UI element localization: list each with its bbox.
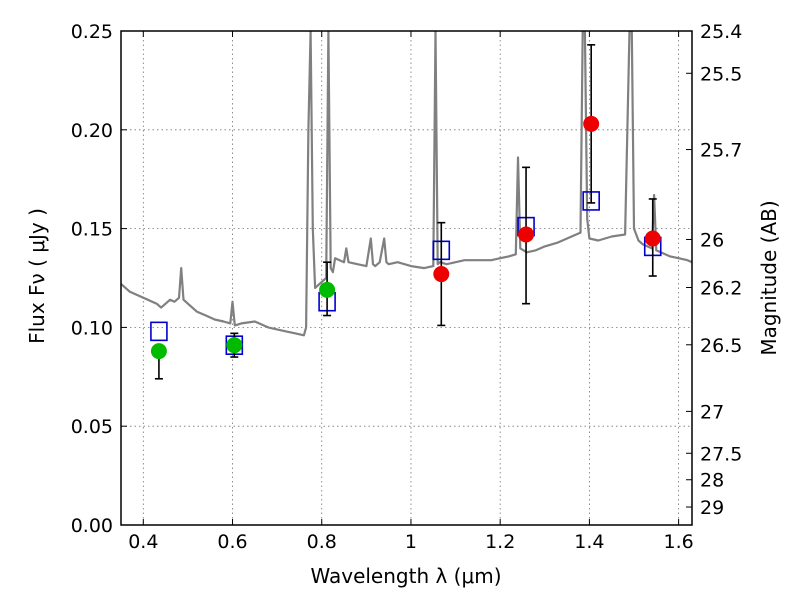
x-tick-label: 1.2 — [485, 531, 515, 553]
axis-ticks: 0.4 0.6 0.8 1 1.2 1.4 1.6 0.00 0.05 0.10 0.15 0.20 0… — [71, 21, 743, 553]
observed-point-marker — [150, 343, 167, 360]
x-tick-label: 1 — [405, 531, 417, 553]
spectrum-line — [121, 31, 692, 337]
x-axis-label: Wavelength λ (μm) — [310, 564, 501, 588]
plot-frame — [120, 30, 693, 526]
right-tick-label: 27.5 — [700, 443, 742, 465]
observed-point-marker — [226, 337, 243, 354]
observed-point-marker — [319, 281, 336, 298]
right-axis-label: Magnitude (AB) — [757, 200, 781, 355]
spectrum-polyline — [121, 31, 692, 337]
y-tick-label: 0.25 — [71, 21, 113, 43]
right-tick-label: 26.2 — [700, 277, 742, 299]
right-tick-label: 25.4 — [700, 21, 742, 43]
right-tick-label: 28 — [700, 470, 724, 492]
data-markers — [150, 44, 662, 380]
model-square-marker — [150, 321, 168, 342]
x-tick-label: 0.8 — [307, 531, 337, 553]
right-tick-label: 27 — [700, 401, 724, 423]
right-tick-label: 25.5 — [700, 63, 742, 85]
right-tick-label: 29 — [700, 497, 724, 519]
y-tick-label: 0.15 — [71, 219, 113, 241]
grid-lines — [121, 30, 692, 526]
x-tick-label: 1.6 — [664, 531, 694, 553]
y-tick-label: 0.10 — [71, 317, 113, 339]
observed-point-marker — [433, 266, 450, 283]
y-tick-label: 0.05 — [71, 416, 113, 438]
y-tick-label: 0.20 — [71, 120, 113, 142]
x-tick-label: 0.4 — [128, 531, 158, 553]
y-tick-label: 0.00 — [71, 515, 113, 537]
observed-point-marker — [644, 230, 661, 247]
y-axis-label: Flux Fν ( μJy ) — [25, 208, 49, 344]
right-tick-label: 26.5 — [700, 335, 742, 357]
x-tick-label: 1.4 — [574, 531, 604, 553]
x-tick-label: 0.6 — [217, 531, 247, 553]
observed-point-marker — [518, 226, 535, 243]
observed-point-marker — [583, 115, 600, 132]
right-tick-label: 26 — [700, 229, 724, 251]
right-tick-label: 25.7 — [700, 140, 742, 162]
